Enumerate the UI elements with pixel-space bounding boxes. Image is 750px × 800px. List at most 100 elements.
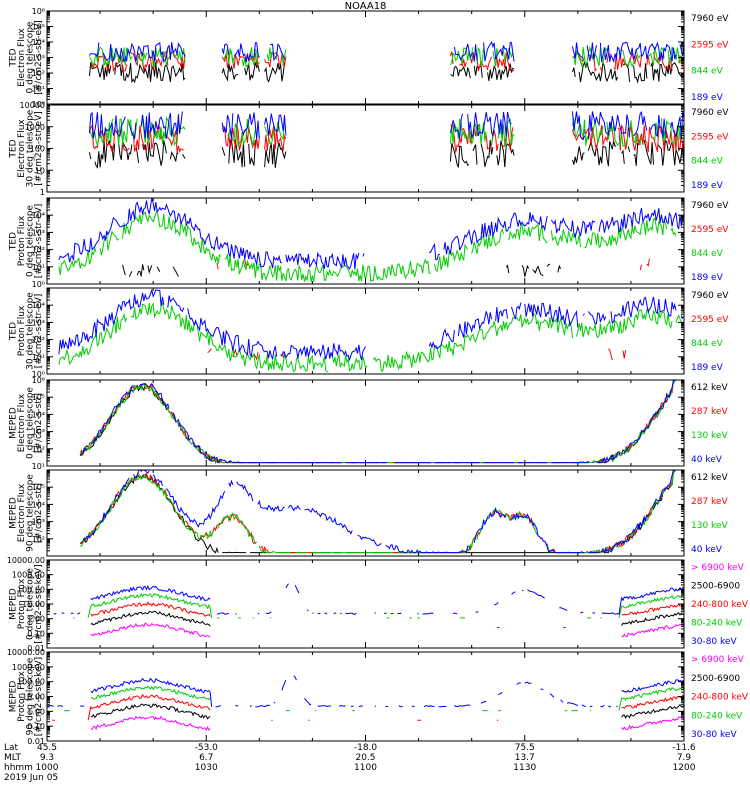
panel-8: 0.01 0.10 1.00 10.00 100.00 1000.00 10000.00 ME… bbox=[7, 648, 749, 746]
legend-entry: 189 eV bbox=[691, 93, 724, 103]
y-tick-label: 10000.00 bbox=[7, 648, 45, 657]
legend-entry: > 6900 keV bbox=[691, 563, 745, 573]
y-tick-label: 10⁴ bbox=[32, 38, 45, 47]
panel-7: 0.01 0.10 1.00 10.00 100.00 1000.00 10000.00 ME… bbox=[7, 556, 749, 653]
legend-entry: 30-80 keV bbox=[691, 637, 737, 647]
legend-entry: 40 keV bbox=[691, 545, 723, 555]
x-tick-lat: 45.5 bbox=[37, 743, 57, 753]
x-tick-lat: -11.6 bbox=[672, 743, 696, 753]
y-axis-label: Proton Flux bbox=[17, 215, 27, 266]
y-tick-label: 10⁰ bbox=[32, 100, 45, 109]
plot-frame bbox=[46, 197, 685, 285]
y-tick-label: 10.00 bbox=[22, 600, 45, 609]
y-tick-label: 100 bbox=[30, 145, 45, 154]
series-line--6900-kev bbox=[90, 715, 684, 732]
legend-entry: 2500-6900 bbox=[691, 674, 740, 684]
legend-entry: 240-800 keV bbox=[691, 693, 749, 703]
y-tick-label: 1.00 bbox=[27, 707, 45, 716]
series-line-7960-ev bbox=[89, 139, 684, 169]
y-tick-label: 10³ bbox=[32, 228, 45, 237]
y-axis-label: Electron Flux bbox=[17, 28, 27, 87]
x-tick-hhmm: 1030 bbox=[195, 763, 218, 773]
series-line-189-ev bbox=[58, 198, 684, 270]
y-tick-label: 10² bbox=[32, 69, 45, 78]
legend-entry: 2500-6900 bbox=[691, 582, 740, 592]
y-axis-label: MEPED bbox=[9, 681, 19, 713]
y-axis-label: [#/cm2-s-str-eV] bbox=[34, 204, 44, 279]
y-tick-label: 10⁴ bbox=[32, 211, 45, 220]
y-tick-label: 0.10 bbox=[27, 722, 45, 731]
series-line-189-ev bbox=[89, 110, 684, 141]
x-tick-mlt: 20.5 bbox=[355, 753, 375, 763]
y-axis-label: TED bbox=[9, 322, 19, 341]
legend-entry: 7960 eV bbox=[691, 201, 729, 211]
y-tick-label: 0.01 bbox=[27, 644, 45, 653]
y-tick-label: 10 bbox=[35, 166, 45, 175]
y-tick-label: 10² bbox=[32, 445, 45, 454]
y-axis-label: Electron Flux bbox=[17, 483, 27, 542]
x-tick-hhmm: 1200 bbox=[673, 763, 696, 773]
x-row-label: MLT bbox=[4, 753, 22, 763]
plot-frame bbox=[46, 10, 685, 105]
legend-entry: 30-80 keV bbox=[691, 730, 737, 740]
y-axis-label: TED bbox=[9, 48, 19, 67]
series-line-2500-6900 bbox=[90, 610, 684, 627]
y-axis-label: TED bbox=[9, 232, 19, 251]
y-tick-label: 10² bbox=[32, 246, 45, 255]
legend-entry: 612 keV bbox=[691, 383, 728, 393]
y-axis-label: Proton Flux bbox=[17, 671, 27, 722]
legend-entry: > 6900 keV bbox=[691, 655, 745, 665]
y-axis-label: 0 deg telescope bbox=[26, 568, 36, 640]
y-tick-label: 10¹ bbox=[32, 462, 45, 471]
y-tick-label: 10¹ bbox=[32, 353, 45, 362]
y-tick-label: 1.00 bbox=[27, 615, 45, 624]
y-tick-label: 10³ bbox=[32, 518, 45, 527]
legend-entry: 2595 eV bbox=[691, 225, 729, 235]
series-line-287-kev bbox=[79, 380, 676, 465]
x-tick-mlt: 13.7 bbox=[515, 753, 535, 763]
y-axis-label: 0 deg telescope bbox=[26, 387, 36, 459]
y-axis-label: [#/cm2-s-str-eV] bbox=[34, 20, 44, 95]
y-tick-label: 10⁴ bbox=[32, 500, 45, 509]
series-line-40-kev bbox=[79, 380, 675, 464]
series-line-844-ev bbox=[58, 301, 684, 373]
series-line-40-kev bbox=[83, 470, 675, 555]
y-axis-label: 0 deg telescope bbox=[26, 21, 36, 93]
x-tick-lat: -18.0 bbox=[354, 743, 378, 753]
y-tick-label: 10² bbox=[32, 535, 45, 544]
plot-frame bbox=[46, 379, 685, 467]
x-row-label: Lat bbox=[4, 743, 19, 753]
series-line-80-240-kev bbox=[73, 592, 684, 619]
y-tick-label: 10³ bbox=[32, 428, 45, 437]
legend-entry: 7960 eV bbox=[691, 108, 729, 118]
series-line-844-ev bbox=[58, 208, 682, 283]
y-tick-label: 0.01 bbox=[27, 737, 45, 746]
series-line--6900-kev bbox=[90, 622, 684, 638]
series-line-2595-ev bbox=[89, 123, 684, 153]
x-axis: LatMLThhmm45.59.31000-53.06.71030-18.020… bbox=[4, 743, 696, 783]
series-line-130-kev bbox=[80, 470, 677, 554]
legend-entry: 612 keV bbox=[691, 473, 728, 483]
x-tick-mlt: 9.3 bbox=[40, 753, 54, 763]
legend-entry: 189 eV bbox=[691, 363, 724, 373]
legend-entry: 40 keV bbox=[691, 455, 723, 465]
y-axis-label: [#/cm2-s-str] bbox=[34, 393, 44, 453]
y-axis-label: Electron Flux bbox=[17, 119, 27, 178]
y-tick-label: 1 bbox=[40, 188, 45, 197]
y-axis-label: MEPED bbox=[9, 588, 19, 620]
series-line-80-240-kev bbox=[64, 685, 684, 712]
series-line-30-80-kev bbox=[47, 675, 684, 708]
plot-frame bbox=[46, 559, 685, 649]
legend-entry: 2595 eV bbox=[691, 315, 729, 325]
date-label: 2019 Jun 05 bbox=[4, 773, 58, 783]
y-axis-label: Proton Flux bbox=[17, 578, 27, 629]
y-tick-label: 10³ bbox=[32, 54, 45, 63]
legend-entry: 189 eV bbox=[691, 181, 724, 191]
series-line-2500-6900 bbox=[90, 703, 684, 720]
